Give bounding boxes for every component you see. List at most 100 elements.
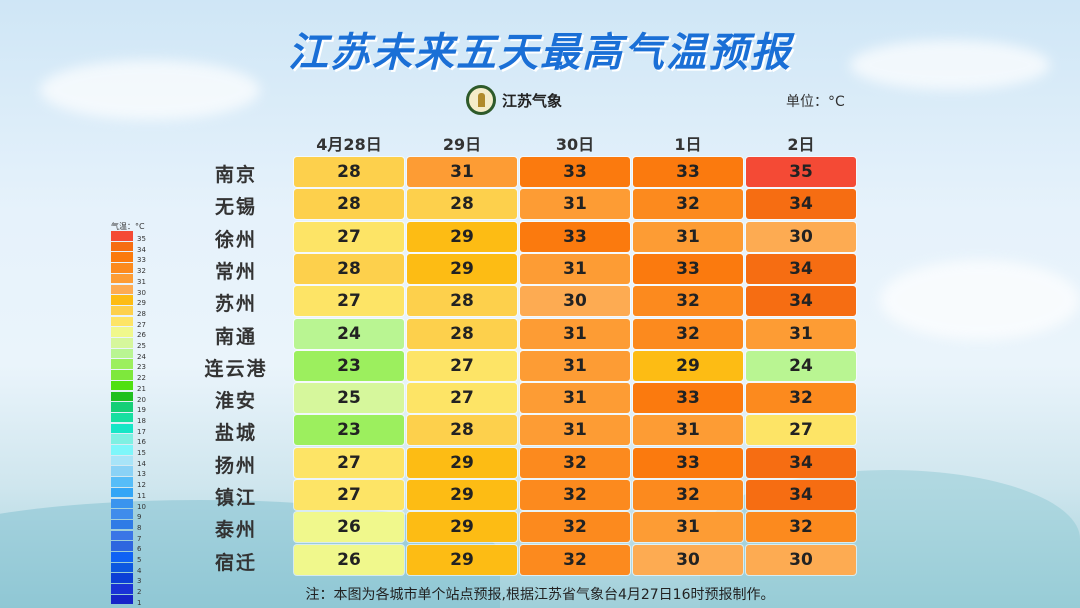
city-label: 无锡: [214, 196, 257, 219]
temp-cell: 31: [633, 221, 743, 252]
legend-label: 21: [137, 384, 146, 393]
legend-swatch: [111, 263, 133, 273]
legend-label: 25: [137, 342, 146, 350]
temp-cell: 24: [746, 350, 856, 381]
date-header: 4月28日: [316, 135, 382, 154]
logo: 江苏气象: [466, 85, 562, 115]
legend-label: 12: [137, 481, 146, 490]
legend-label: 26: [137, 331, 146, 340]
legend-swatch: [111, 380, 133, 391]
emblem-icon: [466, 85, 496, 115]
legend-swatch: [111, 348, 133, 359]
legend-label: 2: [137, 588, 142, 597]
date-header: 29日: [442, 135, 482, 154]
temp-cell: 28: [407, 415, 517, 446]
temp-cell: 26: [294, 512, 404, 543]
city-label: 扬州: [214, 454, 257, 477]
legend-title: 气温：°C: [111, 222, 145, 231]
unit-label: 单位：°C: [786, 94, 845, 110]
temp-cell: 26: [294, 544, 404, 575]
temp-cell: 29: [407, 512, 517, 543]
temp-cell: 27: [407, 350, 517, 381]
temp-cell: 31: [520, 253, 630, 284]
temp-cell: 33: [520, 221, 630, 252]
temp-cell: 31: [407, 157, 517, 187]
temp-cell: 30: [746, 221, 856, 252]
temp-cell: 34: [746, 447, 856, 478]
legend-swatch: [111, 359, 133, 369]
legend-label: 10: [137, 502, 146, 511]
temp-cell: 31: [520, 189, 630, 220]
legend-label: 5: [137, 556, 142, 564]
legend-label: 7: [137, 534, 142, 543]
temp-cell: 29: [407, 544, 517, 575]
legend-swatch: [111, 445, 133, 455]
legend-swatch: [111, 295, 133, 305]
temp-cell: 30: [520, 286, 630, 317]
page-title: 江苏未来五天最高气温预报: [288, 30, 792, 76]
temp-cell: 25: [294, 383, 404, 414]
legend-swatch: [111, 284, 133, 294]
temp-cell: 27: [294, 286, 404, 317]
legend-swatch: [111, 423, 133, 434]
temp-cell: 31: [746, 318, 856, 349]
city-label: 盐城: [214, 422, 257, 445]
legend-label: 6: [137, 545, 142, 554]
temp-cell: 23: [294, 350, 404, 381]
legend-label: 16: [137, 438, 146, 447]
temp-cell: 24: [294, 318, 404, 349]
temp-cell: 30: [746, 544, 856, 575]
temp-cell: 34: [746, 286, 856, 317]
legend-swatch: [111, 231, 133, 241]
city-label: 连云港: [204, 357, 268, 380]
legend-swatch: [111, 434, 133, 444]
legend-label: 24: [137, 352, 146, 361]
city-label: 徐州: [214, 228, 257, 251]
legend-swatch: [111, 466, 133, 476]
temp-cell: 31: [520, 318, 630, 349]
city-label: 苏州: [214, 293, 257, 316]
temp-cell: 34: [746, 480, 856, 510]
legend-label: 27: [137, 320, 146, 329]
legend-label: 17: [137, 427, 146, 436]
legend-label: 34: [137, 245, 146, 254]
legend-label: 14: [137, 459, 146, 468]
temp-cell: 32: [746, 383, 856, 414]
legend-label: 11: [137, 491, 146, 500]
legend-label: 28: [137, 309, 146, 318]
temp-cell: 32: [520, 480, 630, 510]
legend-label: 13: [137, 470, 146, 479]
legend-swatch: [111, 530, 133, 541]
legend-label: 35: [137, 235, 146, 243]
legend-swatch: [111, 273, 133, 284]
city-label: 淮安: [214, 390, 257, 413]
legend-label: 19: [137, 406, 146, 415]
date-header: 30日: [555, 135, 595, 154]
temp-cell: 28: [407, 189, 517, 220]
temp-cell: 29: [407, 480, 517, 510]
temp-cell: 33: [633, 447, 743, 478]
temp-cell: 29: [407, 221, 517, 252]
date-header: 2日: [787, 135, 815, 154]
temp-cell: 27: [746, 415, 856, 446]
temp-cell: 31: [520, 415, 630, 446]
temp-cell: 29: [407, 253, 517, 284]
temp-cell: 32: [520, 512, 630, 543]
legend-label: 23: [137, 363, 146, 372]
temp-cell: 33: [633, 157, 743, 187]
legend-swatch: [111, 519, 133, 530]
temp-cell: 35: [746, 157, 856, 187]
temp-cell: 32: [520, 447, 630, 478]
legend-label: 29: [137, 299, 146, 308]
temp-cell: 32: [520, 544, 630, 575]
temp-cell: 34: [746, 189, 856, 220]
temp-cell: 28: [294, 189, 404, 220]
legend-label: 30: [137, 288, 146, 297]
city-label: 宿迁: [214, 551, 257, 574]
temp-cell: 31: [633, 512, 743, 543]
temp-cell: 32: [633, 480, 743, 510]
legend-swatch: [111, 402, 133, 412]
temp-cell: 34: [746, 253, 856, 284]
legend-swatch: [111, 241, 133, 252]
temp-cell: 29: [407, 447, 517, 478]
